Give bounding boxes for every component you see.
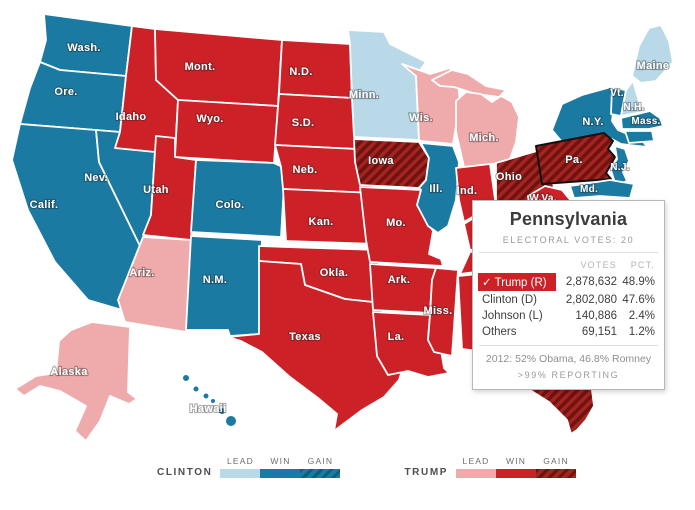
trump-win-swatch <box>496 469 537 478</box>
tooltip-state-title: Pennsylvania <box>509 209 628 229</box>
trump-gain-swatch <box>536 469 577 478</box>
state-north-dakota[interactable] <box>278 39 353 99</box>
legend-trump: TRUMP LEAD WIN GAIN <box>404 456 577 478</box>
result-row-candidate: Clinton (D) <box>482 294 537 306</box>
candidate-name: Trump (R) <box>494 277 547 289</box>
legend-label-win: WIN <box>270 456 291 466</box>
result-row-pct: 48.9% <box>622 276 655 288</box>
state-minnesota[interactable] <box>347 29 427 141</box>
state-michigan[interactable] <box>455 91 520 168</box>
clinton-lead-swatch <box>220 469 261 478</box>
divider <box>479 345 658 346</box>
result-row-votes: 2,878,632 <box>565 276 617 288</box>
clinton-gain-swatch <box>300 469 341 478</box>
state-alaska[interactable] <box>14 321 138 442</box>
state-wyoming[interactable] <box>174 99 279 164</box>
result-row-candidate: Johnson (L) <box>482 310 543 322</box>
result-row-candidate: Others <box>482 326 517 338</box>
state-michigan-upper[interactable] <box>431 69 507 98</box>
state-montana[interactable] <box>154 28 283 107</box>
state-tooltip: Pennsylvania ELECTORAL VOTES: 20 VOTES P… <box>472 200 665 390</box>
state-massachusetts[interactable] <box>620 110 664 130</box>
result-row-votes: 140,886 <box>575 310 617 322</box>
legend-label-gain: GAIN <box>543 456 569 466</box>
state-iowa[interactable] <box>353 138 430 189</box>
trump-lead-swatch <box>456 469 497 478</box>
clinton-win-swatch <box>260 469 301 478</box>
winner-check-icon: ✓ <box>482 277 492 289</box>
results-table: VOTES PCT. ✓ Trump (R) 2,878,632 48.9% Cl… <box>478 260 655 338</box>
legend-trump-name: TRUMP <box>404 467 449 478</box>
map-legend: CLINTON LEAD WIN GAIN TRUMP LEAD WIN GAI… <box>157 456 577 478</box>
column-votes: VOTES <box>580 260 617 270</box>
legend-clinton: CLINTON LEAD WIN GAIN <box>157 456 341 478</box>
state-illinois[interactable] <box>416 142 460 234</box>
state-pennsylvania[interactable] <box>535 132 616 185</box>
state-new-jersey[interactable] <box>610 145 630 187</box>
legend-label-win: WIN <box>505 456 527 466</box>
legend-clinton-name: CLINTON <box>157 467 213 478</box>
state-mississippi[interactable] <box>427 267 459 357</box>
reporting-status: >99% REPORTING <box>517 370 620 380</box>
legend-label-lead: LEAD <box>226 456 254 466</box>
state-south-dakota[interactable] <box>274 93 357 150</box>
legend-label-gain: GAIN <box>307 456 334 466</box>
state-hawaii[interactable] <box>182 374 237 427</box>
state-new-hampshire[interactable] <box>620 80 643 117</box>
footnote-2012: 2012: 52% Obama, 46.8% Romney <box>485 353 652 365</box>
state-connecticut-rhode-island[interactable] <box>624 130 655 144</box>
result-row-pct: 2.4% <box>628 310 655 322</box>
divider <box>479 252 658 253</box>
legend-label-lead: LEAD <box>462 456 490 466</box>
result-row-votes: 69,151 <box>581 326 617 338</box>
state-new-mexico[interactable] <box>185 235 263 337</box>
state-maryland[interactable] <box>569 179 635 199</box>
result-row-pct: 1.2% <box>628 326 655 338</box>
result-row-candidate: ✓ Trump (R) <box>478 273 556 291</box>
column-pct: PCT. <box>630 260 655 270</box>
state-arkansas[interactable] <box>369 263 437 314</box>
state-colorado[interactable] <box>190 159 286 238</box>
result-row-pct: 47.6% <box>622 294 655 306</box>
result-row-votes: 2,802,080 <box>565 294 617 306</box>
electoral-votes: ELECTORAL VOTES: 20 <box>502 235 635 245</box>
state-maine[interactable] <box>631 24 674 84</box>
state-texas[interactable] <box>227 260 407 432</box>
